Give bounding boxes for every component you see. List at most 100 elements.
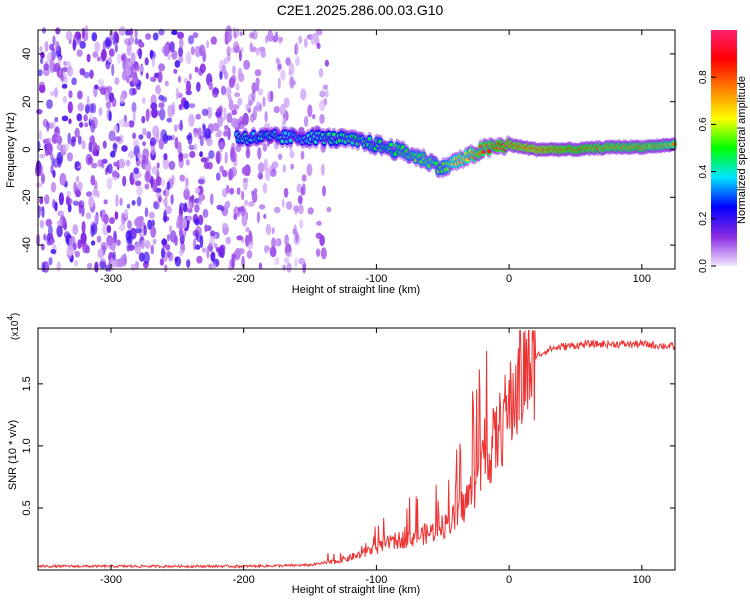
noise-cell [194, 187, 200, 194]
noise-cell [102, 140, 107, 149]
noise-cell [199, 235, 204, 248]
noise-cell [74, 250, 80, 258]
noise-cell [300, 150, 305, 160]
noise-cell [278, 153, 283, 160]
noise-cell [179, 174, 186, 182]
noise-cell [301, 183, 306, 196]
x-tick-label: 0 [506, 273, 512, 285]
noise-cell [196, 82, 201, 92]
noise-cell [50, 181, 57, 193]
noise-cell [194, 66, 199, 73]
noise-cell [130, 263, 136, 271]
noise-cell [199, 151, 204, 158]
noise-cell [66, 65, 74, 77]
noise-cell [72, 242, 77, 251]
noise-cell [96, 235, 102, 243]
y-tick-label: 1.5 [21, 376, 33, 391]
noise-cell [109, 217, 115, 224]
noise-cell [273, 206, 281, 214]
noise-cell [92, 51, 99, 58]
noise-cell [45, 218, 53, 227]
noise-cell [99, 87, 107, 95]
noise-cell [55, 27, 61, 35]
noise-cell [268, 165, 273, 172]
noise-cell [254, 83, 260, 92]
noise-cell [141, 97, 146, 104]
noise-cell [119, 134, 124, 144]
noise-cell [81, 27, 86, 39]
noise-cell [68, 118, 72, 125]
noise-cell [312, 33, 319, 40]
noise-cell [50, 249, 57, 254]
noise-cell [141, 115, 146, 124]
noise-cell [249, 32, 255, 39]
noise-cell [124, 208, 129, 219]
colorbar-tick-label: 0.0 [698, 259, 709, 273]
noise-cell [81, 220, 86, 234]
noise-cell [178, 54, 184, 64]
noise-cell [298, 35, 303, 44]
noise-cell [239, 205, 246, 217]
noise-cell [58, 192, 64, 206]
noise-cell [244, 199, 249, 206]
noise-cell [94, 41, 101, 53]
noise-cell [113, 161, 118, 167]
noise-cell [322, 185, 326, 197]
noise-cell [178, 152, 184, 162]
svg-text:(x104): (x104) [6, 313, 21, 340]
noise-cell [167, 234, 170, 242]
noise-cell [171, 30, 178, 36]
noise-cell [206, 245, 210, 259]
noise-cell [228, 77, 235, 88]
noise-cell [107, 56, 112, 63]
noise-cell [316, 220, 322, 226]
noise-cell [103, 213, 109, 225]
noise-cell [223, 130, 228, 137]
noise-cell [155, 191, 162, 198]
noise-cell [192, 32, 199, 39]
noise-cell [257, 88, 264, 96]
noise-cell [119, 223, 126, 232]
noise-cell [117, 53, 122, 64]
noise-cell [78, 201, 82, 214]
noise-cell [186, 215, 193, 221]
noise-cell [208, 263, 212, 270]
noise-cell [257, 162, 265, 173]
noise-cell [142, 127, 147, 136]
snr-x-label: Height of straight line (km) [292, 584, 420, 596]
x-tick-label: 100 [633, 273, 651, 285]
noise-cell [303, 37, 308, 48]
x-tick-label: -200 [233, 273, 255, 285]
noise-cell [150, 144, 156, 156]
noise-cell [183, 100, 190, 110]
noise-cell [262, 182, 268, 194]
noise-cell [76, 49, 83, 57]
noise-cell [234, 92, 241, 98]
noise-cell [223, 70, 229, 80]
y-tick-label: 40 [21, 48, 33, 60]
noise-cell [94, 84, 99, 90]
noise-cell [62, 217, 67, 229]
noise-cell [145, 108, 150, 122]
noise-cell [226, 112, 233, 124]
noise-cell [264, 111, 268, 123]
noise-cell [280, 69, 286, 81]
noise-cell [89, 69, 94, 79]
noise-cell [50, 153, 54, 161]
noise-cell [145, 72, 149, 80]
y-tick-label: 0.5 [21, 500, 33, 515]
noise-cell [306, 163, 313, 177]
noise-cell [167, 52, 171, 61]
y-tick-label: 1.0 [21, 438, 33, 453]
noise-cell [179, 37, 184, 49]
spectrogram-x-label: Height of straight line (km) [292, 284, 420, 296]
snr-line [37, 330, 676, 570]
noise-cell [219, 245, 224, 256]
noise-cell [56, 67, 64, 79]
noise-cell [265, 223, 272, 235]
noise-cell [159, 108, 166, 121]
noise-cell [56, 225, 63, 238]
noise-cell [202, 247, 206, 254]
noise-cell [183, 188, 190, 201]
